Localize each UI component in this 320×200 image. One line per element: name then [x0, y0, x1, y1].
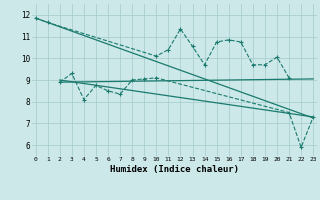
X-axis label: Humidex (Indice chaleur): Humidex (Indice chaleur) [110, 165, 239, 174]
